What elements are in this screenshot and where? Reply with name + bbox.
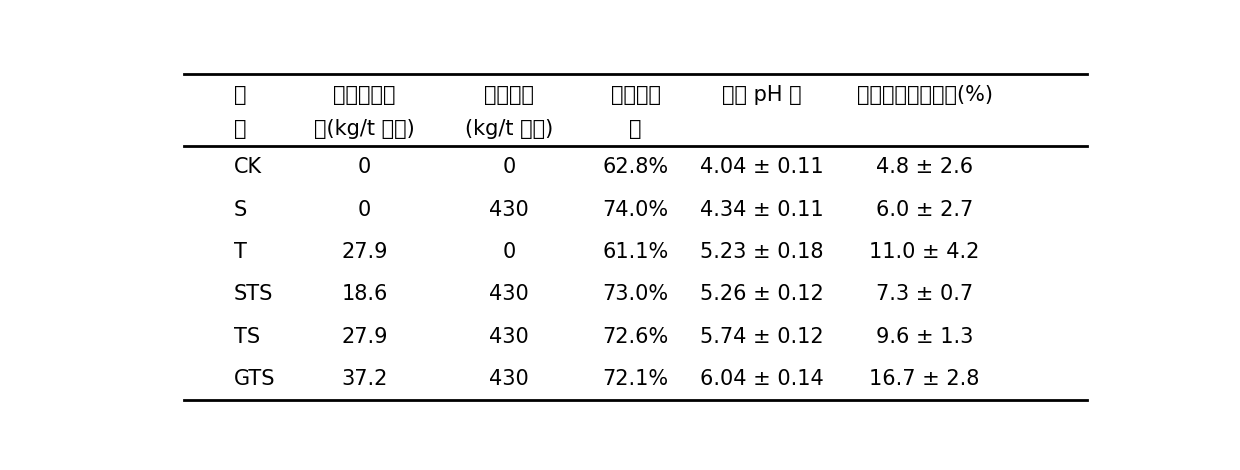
Text: 率: 率: [629, 119, 642, 139]
Text: 7.3 ± 0.7: 7.3 ± 0.7: [875, 284, 973, 305]
Text: (kg/t 湿料): (kg/t 湿料): [465, 119, 553, 139]
Text: 27.9: 27.9: [341, 327, 388, 347]
Text: 430: 430: [489, 200, 529, 219]
Text: CK: CK: [233, 157, 262, 177]
Text: 5.74 ± 0.12: 5.74 ± 0.12: [701, 327, 823, 347]
Text: 27.9: 27.9: [341, 242, 388, 262]
Text: 72.1%: 72.1%: [603, 369, 668, 389]
Text: T: T: [233, 242, 247, 262]
Text: 16.7 ± 2.8: 16.7 ± 2.8: [869, 369, 980, 389]
Text: 水添加量: 水添加量: [484, 85, 534, 104]
Text: 11.0 ± 4.2: 11.0 ± 4.2: [869, 242, 980, 262]
Text: TS: TS: [233, 327, 259, 347]
Text: 0: 0: [502, 242, 516, 262]
Text: 别: 别: [233, 119, 246, 139]
Text: 组: 组: [233, 85, 246, 104]
Text: GTS: GTS: [233, 369, 275, 389]
Text: 4.04 ± 0.11: 4.04 ± 0.11: [701, 157, 823, 177]
Text: S: S: [233, 200, 247, 219]
Text: 5.23 ± 0.18: 5.23 ± 0.18: [701, 242, 823, 262]
Text: 量(kg/t 湿料): 量(kg/t 湿料): [314, 119, 415, 139]
Text: 430: 430: [489, 369, 529, 389]
Text: 430: 430: [489, 327, 529, 347]
Text: 62.8%: 62.8%: [603, 157, 668, 177]
Text: 37.2: 37.2: [341, 369, 388, 389]
Text: 61.1%: 61.1%: [603, 242, 668, 262]
Text: 430: 430: [489, 284, 529, 305]
Text: 0: 0: [358, 157, 371, 177]
Text: 72.6%: 72.6%: [603, 327, 668, 347]
Text: 73.0%: 73.0%: [603, 284, 668, 305]
Text: 贮存有机质损失率(%): 贮存有机质损失率(%): [857, 85, 992, 104]
Text: 6.0 ± 2.7: 6.0 ± 2.7: [875, 200, 973, 219]
Text: 贮前含水: 贮前含水: [610, 85, 661, 104]
Text: 6.04 ± 0.14: 6.04 ± 0.14: [701, 369, 823, 389]
Text: 74.0%: 74.0%: [603, 200, 668, 219]
Text: 碳酸钙添加: 碳酸钙添加: [334, 85, 396, 104]
Text: 4.8 ± 2.6: 4.8 ± 2.6: [875, 157, 973, 177]
Text: 5.26 ± 0.12: 5.26 ± 0.12: [701, 284, 823, 305]
Text: 9.6 ± 1.3: 9.6 ± 1.3: [875, 327, 973, 347]
Text: 最终 pH 值: 最终 pH 值: [722, 85, 802, 104]
Text: 18.6: 18.6: [341, 284, 388, 305]
Text: 4.34 ± 0.11: 4.34 ± 0.11: [701, 200, 823, 219]
Text: STS: STS: [233, 284, 273, 305]
Text: 0: 0: [502, 157, 516, 177]
Text: 0: 0: [358, 200, 371, 219]
